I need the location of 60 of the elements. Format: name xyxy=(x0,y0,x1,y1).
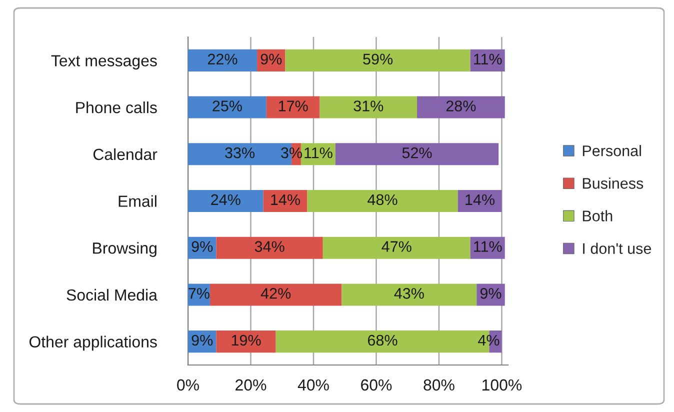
data-label: 9% xyxy=(260,54,282,65)
data-label: 11% xyxy=(474,54,502,64)
data-label: 43% xyxy=(394,288,424,299)
bar xyxy=(188,190,264,212)
data-label: 31% xyxy=(354,100,384,112)
data-label: 24% xyxy=(211,194,240,206)
x-tick-label: 20% xyxy=(236,379,266,391)
data-label: 19% xyxy=(232,334,261,346)
x-tick-label: 0% xyxy=(177,379,199,391)
bar xyxy=(458,190,502,212)
data-label: 14% xyxy=(271,194,300,206)
bar xyxy=(216,330,276,353)
bar xyxy=(188,49,258,72)
x-tick-label: 80% xyxy=(424,379,454,391)
data-label: 14% xyxy=(466,194,495,206)
data-label: 25% xyxy=(212,100,242,112)
y-tick-label: Phone calls xyxy=(76,102,157,114)
y-tick-label: Calendar xyxy=(93,148,158,160)
y-tick-label: Other applications xyxy=(29,336,157,351)
bar xyxy=(342,284,477,306)
bar xyxy=(210,284,342,306)
data-label: 47% xyxy=(382,241,412,252)
legend-label: Personal xyxy=(582,145,641,156)
bar xyxy=(285,49,470,72)
data-label: 48% xyxy=(368,194,398,206)
y-tick-label: Social Media xyxy=(66,288,158,301)
legend-label: I don't use xyxy=(583,242,652,254)
bar xyxy=(320,96,418,118)
bar xyxy=(263,190,308,212)
data-label: 9% xyxy=(480,288,502,299)
x-tick-label: 60% xyxy=(361,379,392,391)
data-label: 22% xyxy=(208,54,238,64)
data-label: 68% xyxy=(368,334,398,346)
data-label: 42% xyxy=(260,288,291,299)
data-label: 9% xyxy=(192,334,213,346)
y-tick-label: Text messages xyxy=(51,55,157,70)
data-label: 7% xyxy=(188,288,210,299)
legend-label: Business xyxy=(582,178,644,189)
bar xyxy=(188,96,266,118)
data-label: 11% xyxy=(474,241,502,252)
data-label: 33% xyxy=(225,147,255,158)
bar xyxy=(216,236,323,259)
bar xyxy=(307,190,458,212)
data-label: 34% xyxy=(254,241,284,252)
bar xyxy=(266,96,320,118)
data-label: 59% xyxy=(363,54,393,65)
bar xyxy=(335,143,499,166)
data-label: 28% xyxy=(446,100,476,112)
data-label: 3% xyxy=(281,147,302,158)
bar xyxy=(322,236,470,259)
x-tick-label: 100% xyxy=(482,379,522,391)
data-label: 52% xyxy=(402,147,432,158)
legend-label: Both xyxy=(582,210,612,222)
data-label: 11% xyxy=(304,147,332,158)
x-tick-label: 40% xyxy=(298,379,329,391)
bar xyxy=(417,96,505,118)
y-tick-label: Email xyxy=(118,195,156,207)
data-label: 17% xyxy=(278,100,308,112)
data-label: 9% xyxy=(192,241,213,252)
y-tick-label: Browsing xyxy=(93,242,156,257)
